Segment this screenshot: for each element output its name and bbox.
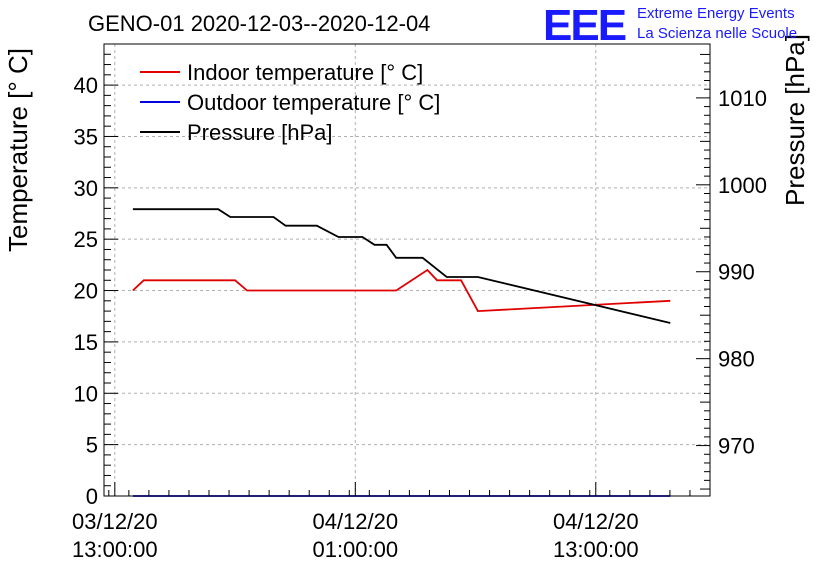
x-tick-time-label: 01:00:00: [312, 537, 398, 562]
logo-mark: EEE: [543, 1, 626, 50]
series-layer: [132, 208, 671, 497]
grid: [104, 44, 710, 497]
series-line-0: [132, 268, 671, 313]
left-tick-label: 35: [74, 124, 98, 149]
left-tick-label: 5: [86, 433, 98, 458]
legend-label: Indoor temperature [° C]: [187, 60, 423, 85]
chart-title: GENO-01 2020-12-03--2020-12-04: [88, 11, 430, 36]
eee-logo: EEE Extreme Energy Events La Scienza nel…: [543, 1, 797, 50]
left-tick-label: 10: [74, 381, 98, 406]
right-tick-label: 1010: [718, 86, 767, 111]
left-tick-label: 25: [74, 227, 98, 252]
x-tick-time-label: 13:00:00: [72, 537, 158, 562]
right-axis-title: Pressure [hPa]: [780, 34, 810, 206]
x-tick-date-label: 04/12/20: [553, 509, 639, 534]
left-tick-label: 20: [74, 279, 98, 304]
x-tick-time-label: 13:00:00: [553, 537, 639, 562]
legend-label: Outdoor temperature [° C]: [187, 90, 440, 115]
left-tick-label: 15: [74, 330, 98, 355]
right-tick-label: 1000: [718, 173, 767, 198]
left-tick-label: 0: [86, 484, 98, 509]
logo-line1: Extreme Energy Events: [637, 5, 795, 22]
left-tick-label: 30: [74, 176, 98, 201]
logo-line2: La Scienza nelle Scuole: [637, 25, 797, 42]
x-tick-date-label: 03/12/20: [72, 509, 158, 534]
left-axis-title: Temperature [° C]: [3, 48, 33, 252]
legend: Indoor temperature [° C] Outdoor temperat…: [140, 60, 440, 145]
right-tick-label: 990: [718, 260, 755, 285]
right-tick-label: 970: [718, 434, 755, 459]
x-tick-date-label: 04/12/20: [312, 509, 398, 534]
right-tick-label: 980: [718, 347, 755, 372]
series-line-2: [132, 208, 671, 324]
right-axis: 970 980 990 1000 1010: [696, 53, 767, 490]
legend-label: Pressure [hPa]: [187, 120, 333, 145]
left-axis: 0 5 10 15 20 25 30 35 40: [74, 43, 118, 509]
x-axis: 03/12/20 13:00:00 04/12/20 01:00:00 04/12/20…: [72, 482, 711, 562]
left-tick-label: 40: [74, 73, 98, 98]
